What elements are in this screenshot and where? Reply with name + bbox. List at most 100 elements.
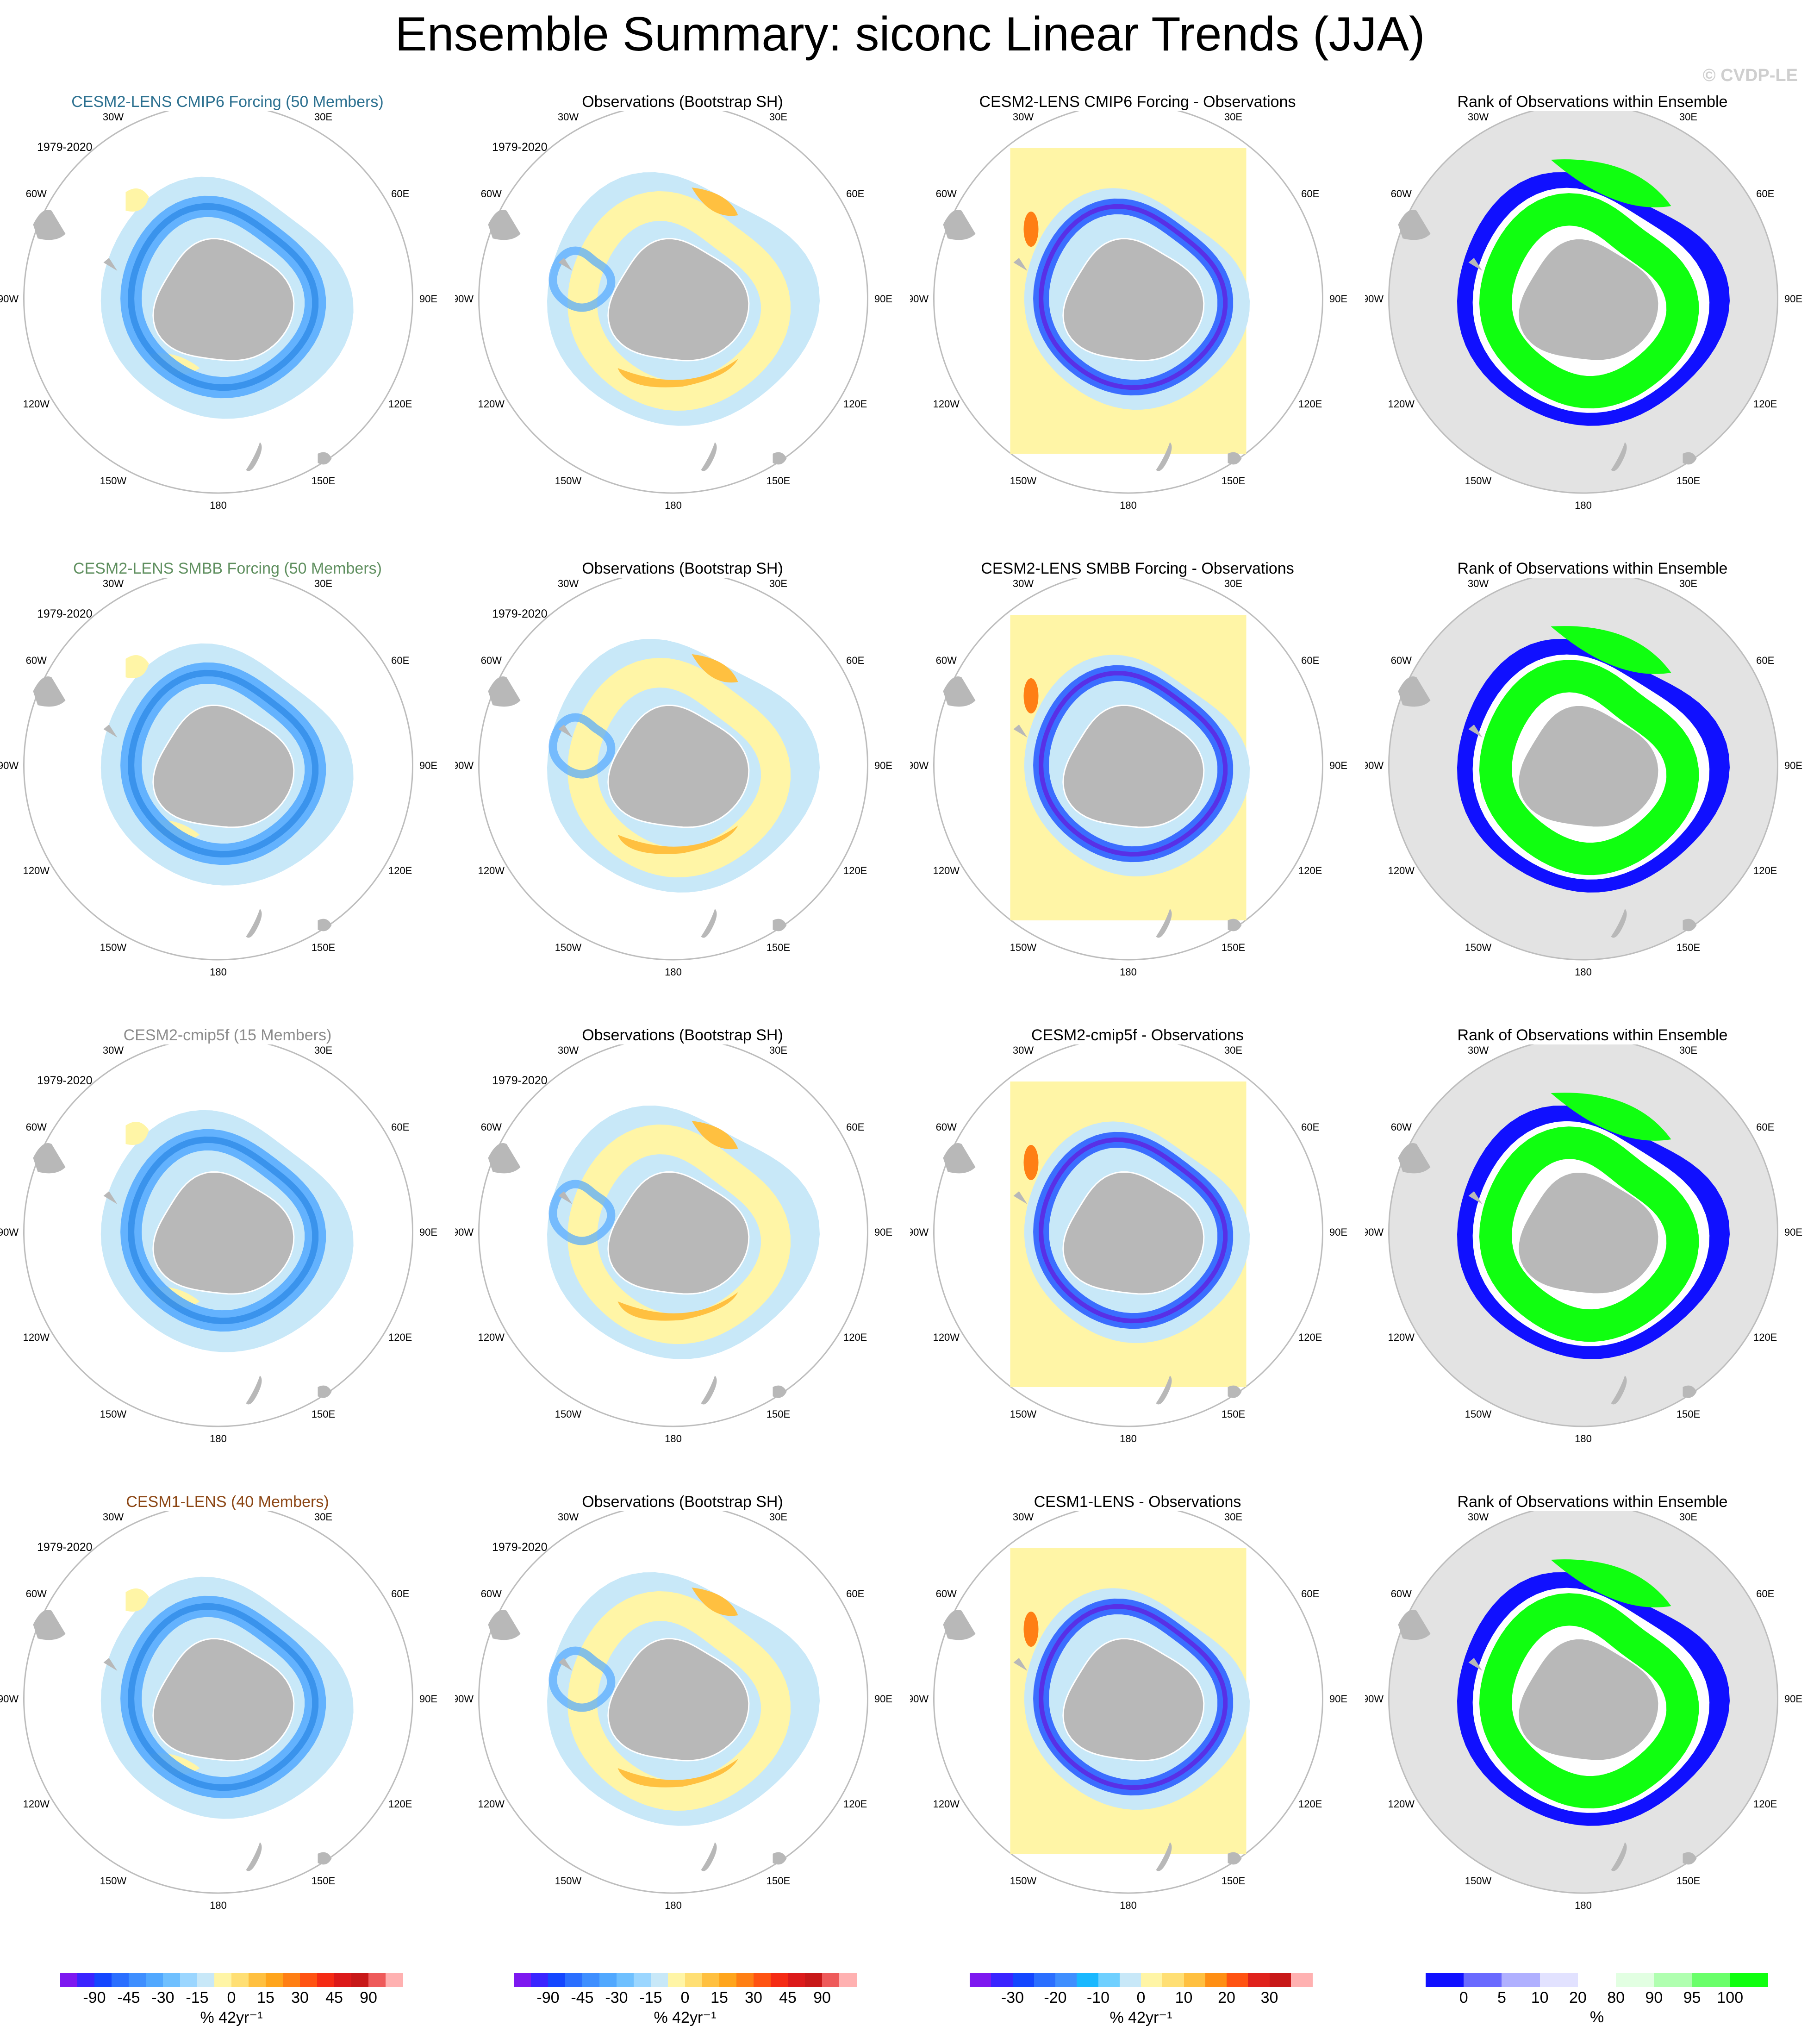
polar-map: 018030E30W60E60W90E90W120E120W150E150W [910, 111, 1347, 511]
colorbar-swatch [146, 1973, 163, 1987]
colorbar-tick-label: 45 [325, 1989, 343, 2007]
lon-label-west: 120W [23, 865, 50, 876]
lon-label-east: 150E [312, 1408, 335, 1420]
south-america-landmass [33, 676, 66, 707]
colorbar-swatch [214, 1973, 232, 1987]
colorbar-tick-label: 30 [1260, 1989, 1278, 2007]
lon-label-west: 60W [936, 1588, 957, 1600]
lon-label-west: 120W [478, 1332, 505, 1343]
lon-label-180: 180 [210, 500, 227, 511]
strong-positive-patch [692, 1588, 738, 1616]
lon-label-east: 90E [419, 760, 437, 771]
lon-label-east: 120E [388, 1798, 412, 1810]
lon-label-west: 90W [455, 760, 474, 771]
lon-label-east: 120E [1298, 1798, 1322, 1810]
lon-label-west: 90W [1365, 760, 1384, 771]
colorbar-swatch [1730, 1973, 1769, 1987]
rank-high-patch [1551, 1559, 1671, 1607]
lon-label-west: 120W [1388, 865, 1415, 876]
lon-label-east: 150E [312, 1875, 335, 1887]
colorbar-tick-label: -90 [83, 1989, 106, 2007]
colorbar-swatch [300, 1973, 318, 1987]
colorbar-swatch [1205, 1973, 1227, 1987]
lon-label-east: 120E [843, 865, 867, 876]
lon-label-180: 180 [665, 966, 682, 978]
new-zealand-landmass [1156, 442, 1172, 471]
polar-map: 018030E30W60E60W90E90W120E120W150E150W [910, 1044, 1347, 1444]
colorbar-swatch [1692, 1973, 1731, 1987]
lon-label-west: 90W [910, 1226, 929, 1238]
colorbar-tick-label: -30 [605, 1989, 628, 2007]
new-zealand-landmass [1156, 1842, 1172, 1871]
lon-label-east: 30E [769, 578, 787, 589]
lon-label-west: 150W [100, 475, 127, 487]
antarctic-peninsula [558, 725, 573, 738]
lon-label-west: 120W [933, 1332, 960, 1343]
lon-label-west: 150W [555, 475, 582, 487]
lon-label-west: 60W [936, 655, 957, 666]
map-panel-model: CESM1-LENS (40 Members)018030E30W60E60W9… [0, 1493, 455, 1959]
lon-label-west: 30W [1468, 111, 1489, 123]
colorbar-swatch [685, 1973, 703, 1987]
lon-label-west: 30W [103, 111, 124, 123]
panel-title: CESM2-cmip5f (15 Members) [123, 1026, 332, 1044]
lon-label-west: 120W [23, 1332, 50, 1343]
new-zealand-landmass [701, 442, 717, 471]
strong-negative-core [1039, 204, 1228, 390]
lon-label-east: 120E [1298, 865, 1322, 876]
antarctica-landmass [1517, 704, 1660, 828]
lon-label-east: 60E [391, 188, 409, 200]
lon-label-east: 150E [312, 942, 335, 953]
lon-label-west: 150W [1465, 1408, 1492, 1420]
positive-difference-patch [1023, 1612, 1039, 1647]
panel-title: CESM2-LENS CMIP6 Forcing (50 Members) [71, 93, 384, 111]
tasmania-landmass [773, 1852, 787, 1865]
panel-title: CESM1-LENS - Observations [1034, 1493, 1241, 1511]
colorbar-tick-label: -10 [1086, 1989, 1110, 2007]
antarctica-landmass [152, 238, 295, 362]
colorbar-swatch [1034, 1973, 1056, 1987]
lon-label-west: 150W [1465, 475, 1492, 487]
polar-map: 018030E30W60E60W90E90W120E120W150E150W [1365, 1511, 1802, 1911]
colorbar-swatch [1227, 1973, 1248, 1987]
colorbar-swatch [719, 1973, 737, 1987]
colorbar-tick-label: 10 [1531, 1989, 1549, 2007]
colorbar-unit-label: % 42yr⁻¹ [654, 2009, 717, 2026]
period-label: 1979-2020 [492, 1541, 548, 1554]
positive-trend-band [567, 1591, 791, 1811]
colorbar-tick-label: 95 [1683, 1989, 1701, 2007]
period-label: 1979-2020 [37, 1074, 93, 1087]
colorbar-tick-label: 20 [1569, 1989, 1587, 2007]
colorbar-swatch [283, 1973, 300, 1987]
south-america-landmass [1398, 1143, 1431, 1174]
polar-map: 018030E30W60E60W90E90W120E120W150E150W [455, 1511, 892, 1911]
positive-trend-patch [125, 1588, 149, 1612]
lon-label-west: 60W [26, 655, 47, 666]
tasmania-landmass [773, 1385, 787, 1398]
colorbar-swatch [1012, 1973, 1035, 1987]
polar-map: 018030E30W60E60W90E90W120E120W150E150W [910, 1511, 1347, 1911]
period-label: 1979-2020 [492, 1074, 548, 1087]
lon-label-east: 120E [843, 398, 867, 410]
antarctic-peninsula [1468, 1658, 1483, 1671]
lon-label-west: 150W [1010, 1408, 1037, 1420]
panel-title: Rank of Observations within Ensemble [1457, 93, 1728, 111]
lon-label-east: 90E [1784, 1226, 1802, 1238]
lon-label-west: 30W [103, 1044, 124, 1056]
colorbar-swatch [1098, 1973, 1120, 1987]
tasmania-landmass [318, 1852, 332, 1865]
lon-label-east: 120E [1753, 1798, 1777, 1810]
positive-trend-band [567, 1124, 791, 1344]
colorbar-swatch [1055, 1973, 1077, 1987]
polar-map: 018030E30W60E60W90E90W120E120W150E150W [455, 1044, 892, 1444]
lon-label-west: 90W [910, 760, 929, 771]
south-america-landmass [33, 1143, 66, 1174]
lon-label-west: 120W [1388, 398, 1415, 410]
antarctic-peninsula [558, 258, 573, 271]
lon-label-east: 30E [1679, 1044, 1697, 1056]
colorbar-tick-label: 45 [779, 1989, 797, 2007]
rank-high-patch [1551, 1093, 1671, 1141]
lon-label-east: 60E [391, 1588, 409, 1600]
lon-label-east: 120E [1753, 1332, 1777, 1343]
colorbar-swatch [1290, 1973, 1313, 1987]
